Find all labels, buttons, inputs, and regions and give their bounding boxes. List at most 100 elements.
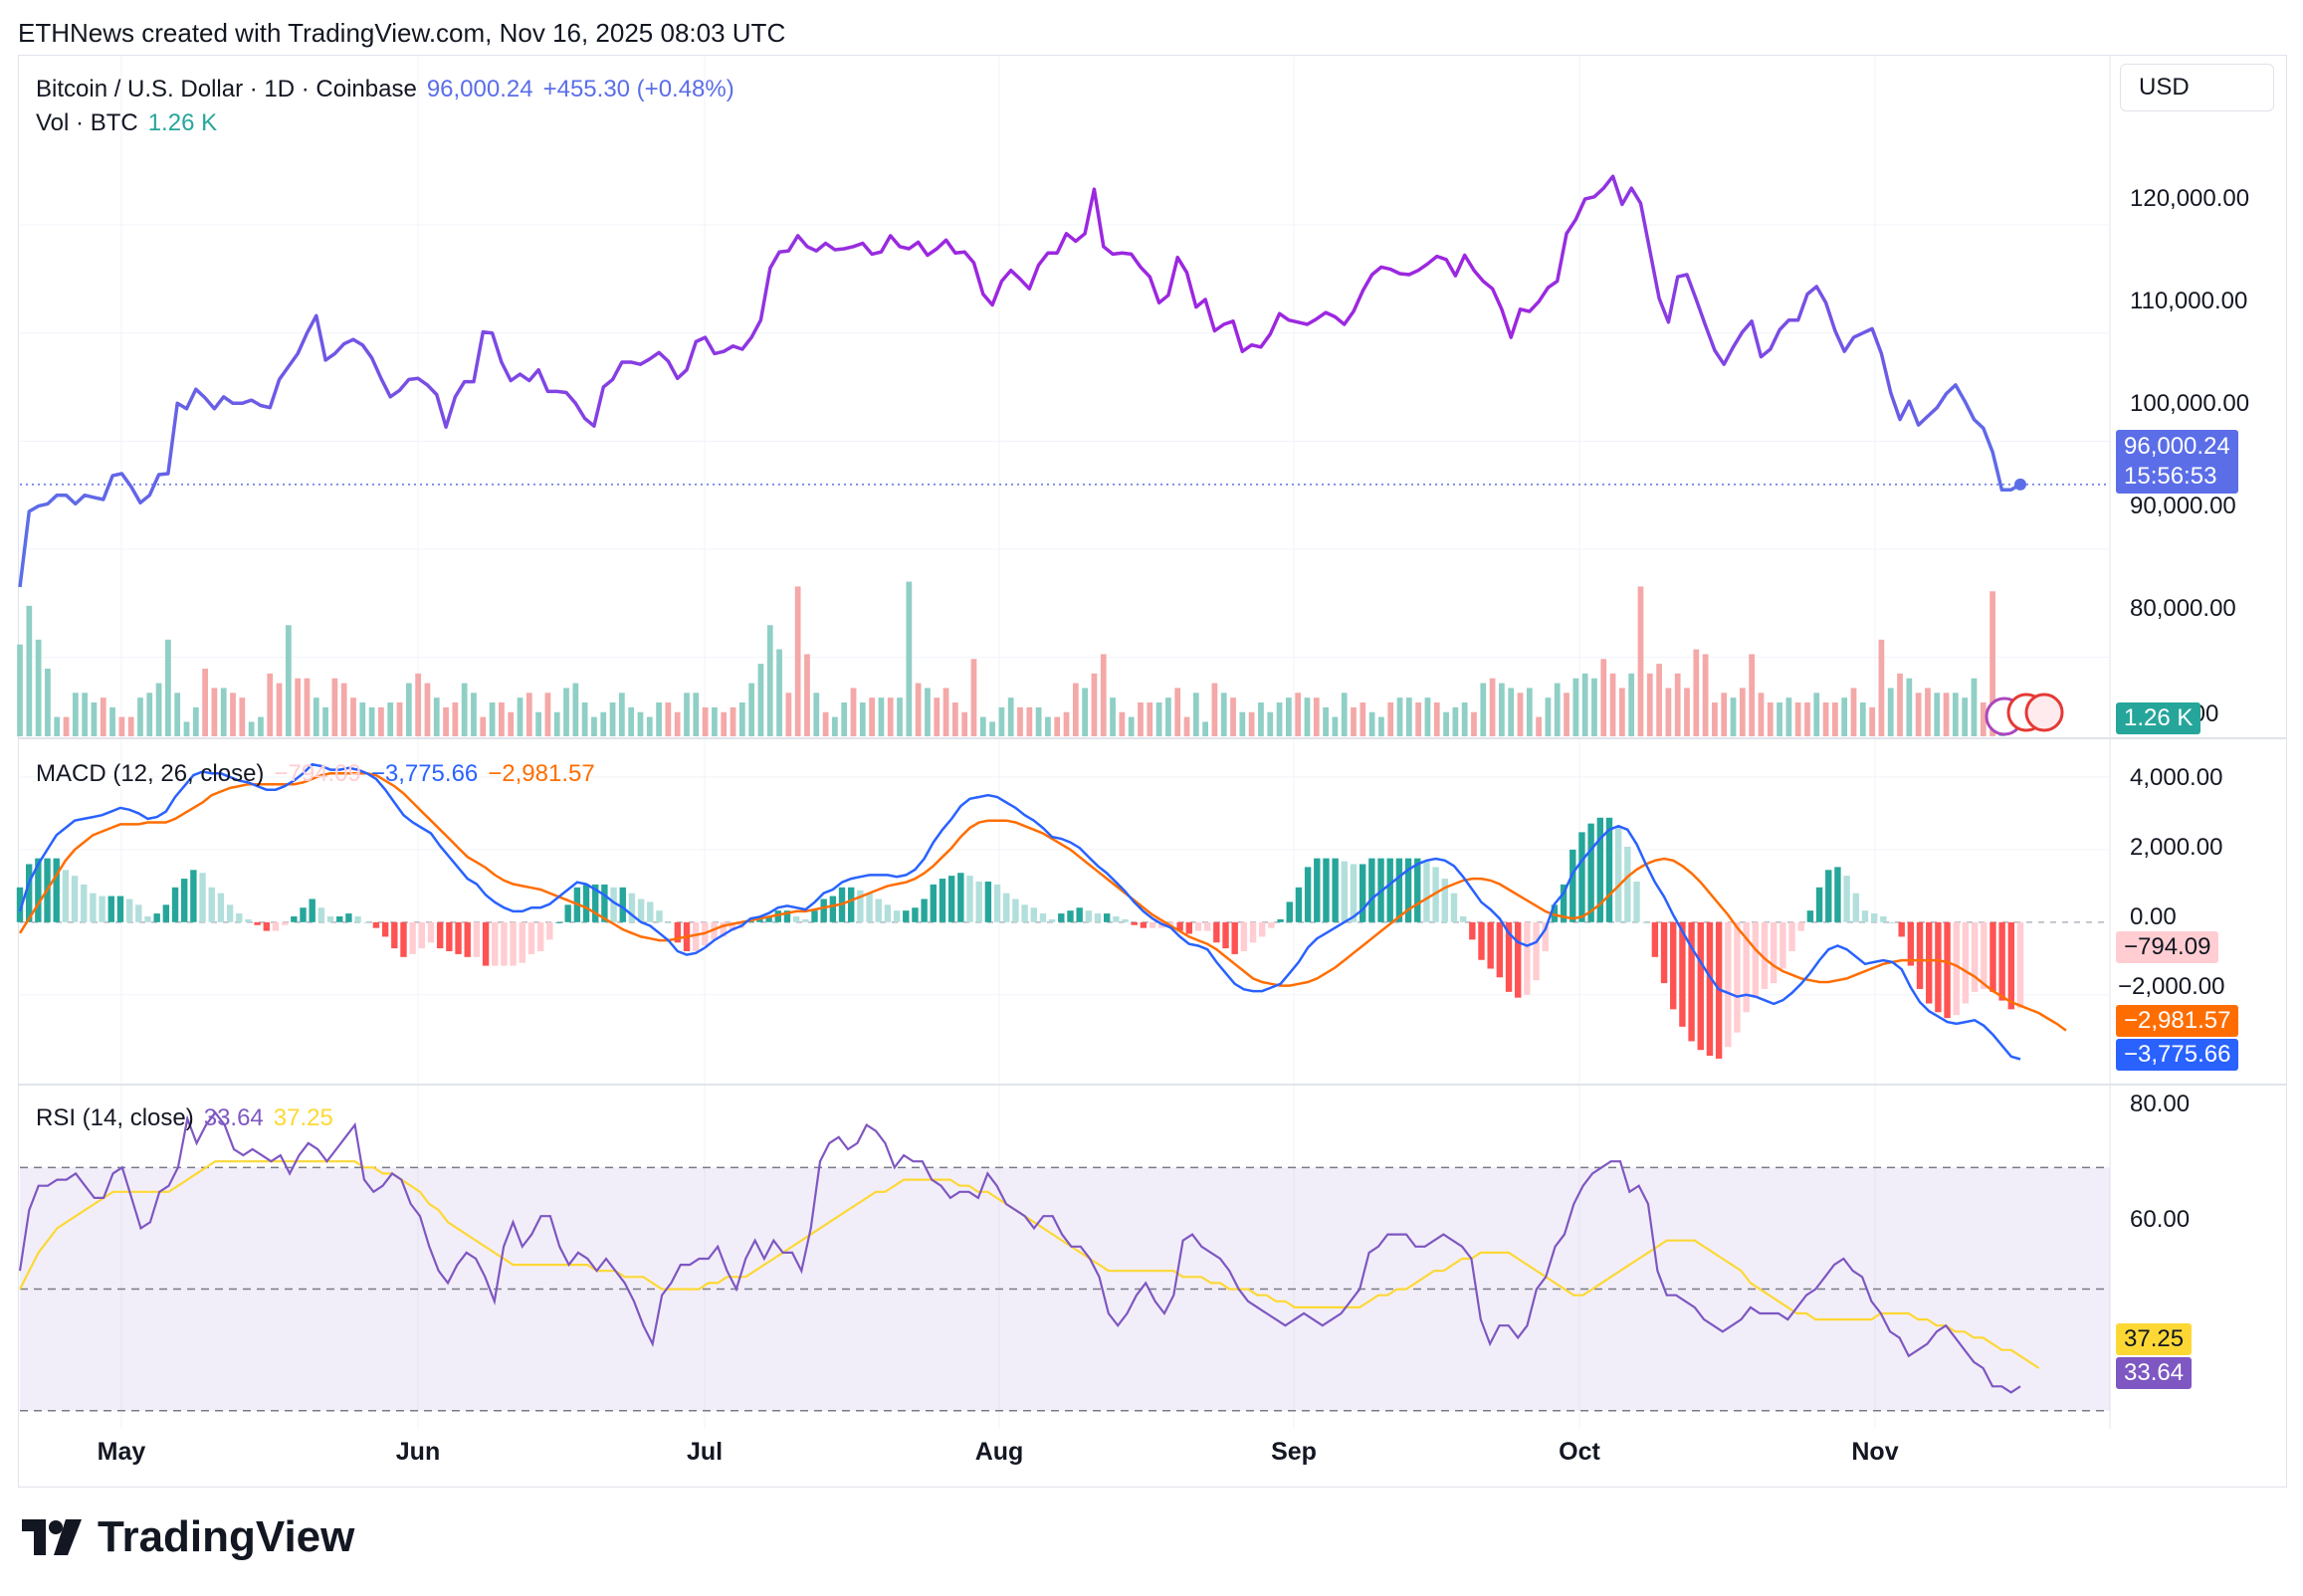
macd-histogram-bar (71, 876, 79, 922)
macd-histogram-bar (1834, 867, 1841, 922)
volume-bar (109, 706, 115, 736)
macd-histogram-bar (619, 887, 626, 922)
macd-histogram-bar (610, 887, 617, 922)
macd-histogram-bar (866, 893, 873, 922)
macd-histogram-bar (162, 904, 170, 922)
macd-histogram-bar (582, 884, 590, 922)
volume-bar (776, 649, 782, 736)
volume-bar (684, 693, 690, 736)
volume-bar (1702, 654, 1709, 736)
price-badge[interactable]: 96,000.24 15:56:53 (2116, 430, 2238, 494)
volume-bar (979, 716, 986, 736)
macd-histogram-bar (857, 890, 864, 922)
macd-histogram-bar (1916, 921, 1924, 989)
volume-bar (443, 706, 449, 736)
macd-histogram-bar (1085, 910, 1093, 922)
macd-histogram-bar (647, 901, 654, 922)
volume-bar (1239, 711, 1246, 736)
macd-histogram-bar (1231, 921, 1238, 954)
main-legend: Bitcoin / U.S. Dollar · 1D · Coinbase 96,… (36, 76, 744, 103)
macd-histogram-bar (802, 918, 809, 922)
currency-button[interactable]: USD (2120, 64, 2274, 111)
volume-bar (1859, 702, 1866, 736)
volume-bar (35, 639, 42, 736)
macd-histogram-bar (1131, 921, 1138, 925)
macd-histogram-bar (1971, 921, 1979, 992)
volume-bar (396, 702, 403, 736)
macd-histogram-bar (473, 921, 481, 957)
volume-bar (174, 693, 181, 736)
volume-bar (721, 711, 728, 736)
tradingview-logo[interactable]: TradingView (22, 1512, 354, 1562)
volume-bar (1536, 716, 1542, 736)
volume-bar (1415, 702, 1422, 736)
volume-bar (1646, 673, 1653, 736)
volume-bar (1211, 683, 1218, 736)
volume-bar (230, 693, 236, 736)
macd-histogram-bar (2007, 921, 2015, 1010)
volume-bar (1739, 688, 1746, 736)
macd-histogram-bar (1852, 893, 1859, 922)
macd-histogram-bar (482, 921, 490, 966)
volume-bar (1952, 693, 1959, 736)
volume-bar (572, 683, 579, 736)
volume-bar (1989, 591, 1995, 736)
macd-histogram-bar (811, 910, 818, 922)
chart-frame[interactable] (18, 55, 2287, 1488)
header-attribution: ETHNews created with TradingView.com, No… (18, 18, 786, 48)
macd-histogram-bar (536, 921, 544, 951)
rsi-title[interactable]: RSI (14, close) (36, 1104, 194, 1131)
volume-bar (1850, 688, 1857, 736)
volume-bar (693, 693, 700, 736)
volume-bar (961, 711, 968, 736)
macd-histogram-bar (400, 921, 407, 957)
macd-title[interactable]: MACD (12, 26, close) (36, 760, 265, 787)
macd-hist-value: −794.09 (274, 760, 361, 787)
volume-bar (1267, 711, 1274, 736)
macd-histogram-bar (564, 904, 571, 922)
macd-histogram-bar (1295, 887, 1303, 922)
macd-histogram-bar (492, 921, 499, 966)
volume-bar (499, 702, 505, 736)
volume-bar (1054, 716, 1061, 736)
macd-histogram-bar (1725, 921, 1732, 1048)
volume-bar (1721, 693, 1728, 736)
volume-bar (1295, 693, 1302, 736)
volume-bar (1378, 716, 1384, 736)
macd-histogram-bar (1441, 879, 1448, 922)
macd-histogram-bar (555, 921, 562, 923)
volume-bar (192, 706, 199, 736)
macd-histogram-bar (501, 921, 508, 966)
macd-histogram-bar (1350, 864, 1358, 922)
macd-histogram-bar (1944, 921, 1951, 1019)
volume-label[interactable]: Vol · BTC (36, 109, 138, 136)
macd-histogram-bar (1651, 921, 1659, 957)
volume-bar (1276, 702, 1283, 736)
macd-histogram-bar (1998, 921, 2005, 1001)
volume-bar (1220, 693, 1227, 736)
volume-value: 1.26 K (147, 109, 218, 136)
price-tick: 120,000.00 (2130, 185, 2250, 212)
macd-histogram-bar (1679, 921, 1686, 1027)
macd-histogram-bar (1450, 893, 1458, 922)
volume-bar (350, 698, 356, 736)
volume-bar (1925, 688, 1931, 736)
volume-bar (1684, 688, 1690, 736)
volume-bar (794, 586, 801, 736)
macd-histogram-bar (884, 904, 892, 922)
volume-bar (1777, 702, 1782, 736)
volume-bar (878, 698, 885, 736)
macd-histogram-bar (1222, 921, 1229, 949)
symbol-title[interactable]: Bitcoin / U.S. Dollar · 1D · Coinbase (36, 76, 417, 102)
volume-bar (433, 698, 440, 736)
volume-bar (267, 673, 274, 736)
macd-histogram-bar (912, 907, 919, 922)
macd-histogram-bar (1194, 921, 1202, 931)
macd-histogram-bar (81, 884, 88, 922)
volume-bar (1628, 673, 1635, 736)
volume-bar (869, 698, 875, 736)
macd-histogram-bar (527, 921, 535, 954)
volume-bar (925, 688, 931, 736)
macd-tick: 0.00 (2130, 903, 2177, 930)
